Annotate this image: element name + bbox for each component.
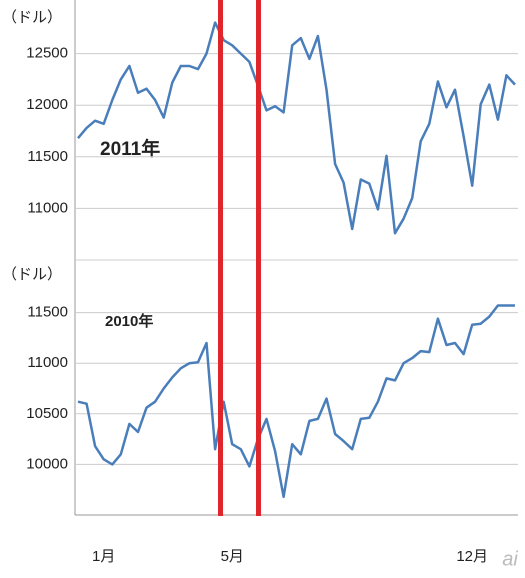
annotation: 2010年 (105, 312, 153, 330)
watermark: ai (502, 548, 518, 570)
y-tick-label: 11000 (27, 199, 68, 216)
annotation: 2011年 (100, 137, 160, 160)
period-start-marker (218, 0, 223, 516)
x-tick-label: 12月 (456, 548, 488, 565)
plots: （ドル） 2011年 11000 11500 12000 12500 （ドル） 2010年 10… (2, 9, 518, 565)
y-tick-label: 11500 (27, 304, 68, 321)
y-tick-label: 11500 (27, 148, 68, 165)
y-tick-label: 12500 (26, 45, 68, 62)
data-line (77, 21, 516, 235)
y-tick-label: 10500 (26, 405, 68, 422)
period-end-marker (256, 0, 261, 516)
x-tick-label: 1月 (92, 548, 115, 565)
data-line (77, 304, 515, 499)
y-tick-label: 10000 (26, 455, 68, 472)
x-tick-label: 5月 (221, 548, 244, 565)
y-axis-label: （ドル） (2, 266, 62, 283)
y-tick-label: 11000 (27, 354, 68, 371)
y-axis-label: （ドル） (2, 9, 62, 26)
y-tick-label: 12000 (26, 96, 68, 113)
